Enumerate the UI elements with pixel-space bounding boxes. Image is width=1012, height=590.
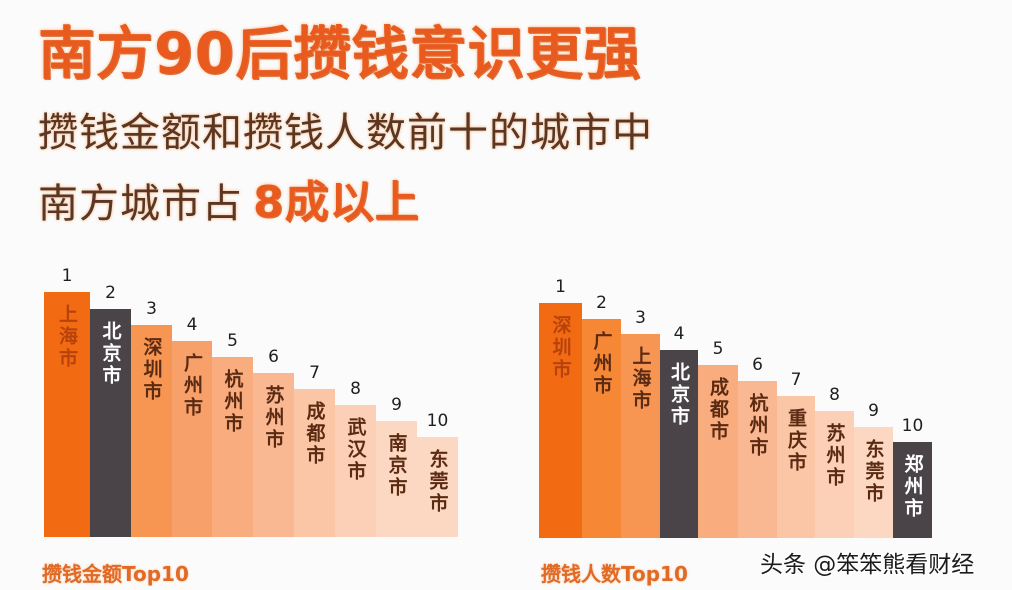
bar-5: 成都市	[698, 365, 738, 538]
bar-city-label: 北京市	[99, 321, 122, 387]
bar-rank-label: 9	[868, 401, 879, 421]
bar-city-label: 广州市	[181, 353, 203, 419]
bar-city-label: 上海市	[56, 304, 78, 370]
subtitle-line-1: 攒钱金额和攒钱人数前十的城市中	[38, 110, 653, 156]
bar-3: 上海市	[621, 334, 660, 538]
subtitle-prefix: 南方城市占	[38, 181, 243, 227]
bar-10: 东莞市	[417, 437, 458, 537]
bar-1: 上海市	[44, 292, 90, 537]
bar-rank-label: 4	[673, 324, 685, 344]
bar-3: 深圳市	[131, 325, 172, 537]
bar-6: 苏州市	[253, 373, 294, 537]
bar-city-label: 重庆市	[785, 408, 807, 474]
bar-city-label: 成都市	[707, 377, 729, 443]
page-title: 南方90后攒钱意识更强	[38, 21, 642, 87]
bar-rank-label: 9	[391, 395, 402, 415]
bar-rank-label: 5	[712, 339, 724, 359]
bar-rank-label: 7	[790, 370, 802, 390]
bar-2: 北京市	[90, 309, 131, 537]
bar-6: 杭州市	[738, 381, 777, 538]
bar-rank-label: 10	[426, 411, 449, 431]
bar-city-label: 上海市	[629, 346, 652, 412]
bar-rank-label: 2	[596, 293, 607, 313]
bar-city-label: 成都市	[303, 401, 326, 467]
bar-rank-label: 6	[268, 347, 279, 367]
bar-rank-label: 7	[309, 363, 320, 383]
bar-2: 广州市	[582, 319, 621, 538]
bar-rank-label: 1	[555, 277, 566, 297]
bar-city-label: 杭州市	[746, 393, 769, 459]
bar-city-label: 南京市	[385, 433, 408, 499]
bar-city-label: 广州市	[590, 331, 613, 397]
subtitle-emphasis: 8成以上	[253, 177, 420, 228]
bar-4: 广州市	[172, 341, 212, 537]
bar-rank-label: 2	[105, 283, 116, 303]
bar-city-label: 深圳市	[549, 315, 572, 381]
watermark: 头条 @笨笨熊看财经	[760, 552, 975, 578]
bar-rank-label: 10	[901, 416, 924, 436]
chart-label-amount: 攒钱金额Top10	[42, 562, 189, 586]
bar-city-label: 苏州市	[823, 423, 846, 489]
bar-7: 成都市	[294, 389, 335, 537]
bar-7: 重庆市	[777, 396, 815, 538]
bar-city-label: 武汉市	[344, 417, 367, 483]
bar-rank-label: 8	[829, 385, 840, 405]
bar-9: 东莞市	[854, 427, 893, 538]
bar-1: 深圳市	[539, 303, 582, 538]
bar-city-label: 苏州市	[262, 385, 285, 451]
bar-city-label: 杭州市	[221, 369, 244, 435]
bar-5: 杭州市	[212, 357, 253, 537]
bar-rank-label: 6	[752, 355, 763, 375]
bar-rank-label: 3	[146, 299, 157, 319]
chart-label-people: 攒钱人数Top10	[541, 562, 688, 586]
bar-city-label: 郑州市	[901, 454, 924, 520]
bar-10: 郑州市	[893, 442, 932, 538]
bar-9: 南京市	[376, 421, 417, 537]
bar-city-label: 北京市	[668, 362, 690, 428]
bar-rank-label: 4	[186, 315, 198, 335]
bar-rank-label: 5	[227, 331, 238, 351]
bar-rank-label: 3	[635, 308, 646, 328]
bar-8: 苏州市	[815, 411, 854, 538]
bar-4: 北京市	[660, 350, 698, 538]
bar-rank-label: 8	[350, 379, 361, 399]
bar-city-label: 东莞市	[426, 449, 449, 515]
bar-rank-label: 1	[61, 266, 73, 286]
bar-city-label: 东莞市	[862, 439, 885, 505]
bar-8: 武汉市	[335, 405, 376, 537]
bar-city-label: 深圳市	[140, 337, 163, 403]
subtitle-line-2: 南方城市占 8成以上	[38, 177, 420, 228]
